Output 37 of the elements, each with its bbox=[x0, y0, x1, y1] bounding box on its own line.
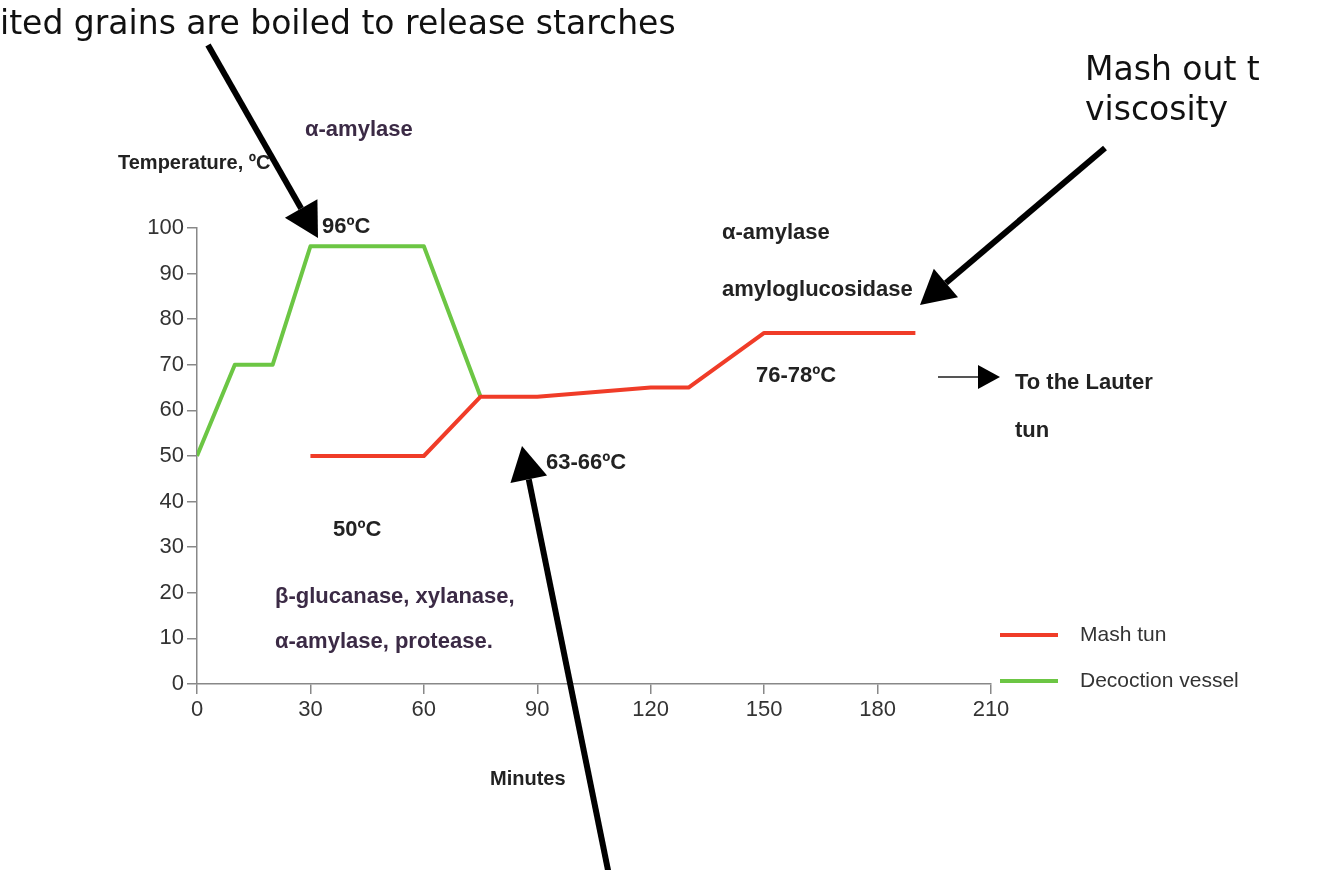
x-tick-label: 150 bbox=[745, 696, 783, 722]
legend-label: Decoction vessel bbox=[1080, 667, 1239, 691]
x-tick-label: 30 bbox=[298, 696, 323, 722]
annotation: amyloglucosidase bbox=[722, 276, 913, 301]
x-tick-label: 180 bbox=[859, 696, 896, 722]
text: Mash out t bbox=[1085, 49, 1260, 88]
y-tick-label: 50 bbox=[159, 442, 184, 468]
x-tick-label: 120 bbox=[632, 696, 670, 722]
y-tick-label: 0 bbox=[171, 670, 184, 696]
text: viscosity bbox=[1085, 89, 1229, 128]
text: To the Lauter bbox=[1015, 369, 1153, 394]
legend-label: Mash tun bbox=[1080, 621, 1167, 645]
y-tick-label: 60 bbox=[159, 396, 184, 422]
annotation: α-amylase bbox=[722, 219, 830, 244]
text: ited grains are boiled to release starches bbox=[0, 3, 676, 42]
x-tick-label: 60 bbox=[411, 696, 437, 722]
y-tick-label: 90 bbox=[159, 259, 184, 285]
annotation: 50ºC bbox=[333, 516, 382, 541]
text: α-amylase bbox=[305, 116, 413, 141]
annotation: β-glucanase, xylanase, bbox=[275, 583, 515, 608]
y-tick-label: 100 bbox=[147, 214, 184, 240]
annotation: α-amylase, protease. bbox=[275, 628, 493, 653]
y-tick-label: 70 bbox=[159, 350, 184, 376]
x-tick-label: 0 bbox=[190, 696, 204, 722]
y-tick-label: 30 bbox=[159, 533, 184, 559]
y-tick-label: 20 bbox=[159, 578, 184, 604]
x-tick-label: 90 bbox=[525, 696, 550, 722]
y-axis-title: Temperature, ºC bbox=[118, 151, 271, 173]
y-tick-label: 40 bbox=[159, 487, 184, 513]
y-tick-label: 10 bbox=[159, 624, 184, 650]
text: tun bbox=[1015, 417, 1050, 442]
annotation: 76-78ºC bbox=[756, 362, 837, 387]
y-tick-label: 80 bbox=[159, 305, 184, 331]
annotation: 96ºC bbox=[322, 213, 371, 238]
x-tick-label: 210 bbox=[972, 696, 1010, 722]
x-axis-title: Minutes bbox=[490, 767, 566, 789]
annotation: 63-66ºC bbox=[546, 449, 627, 474]
